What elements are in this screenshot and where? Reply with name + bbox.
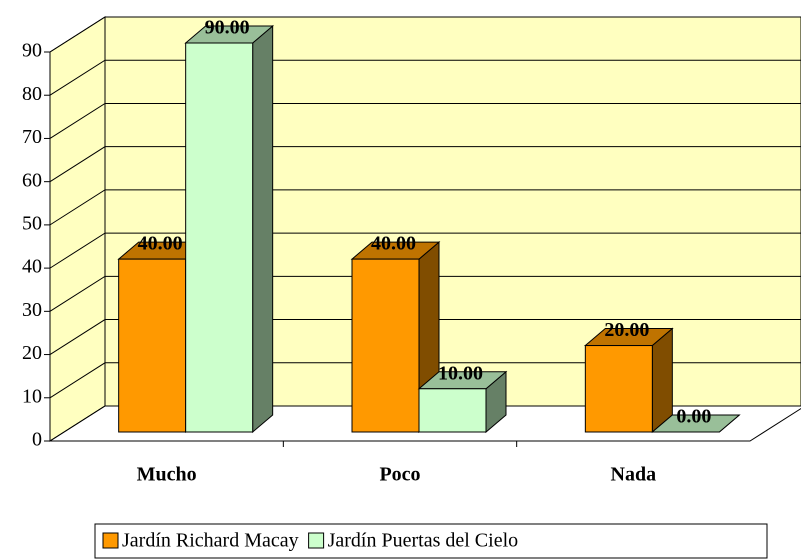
legend-label: Jardín Puertas del Cielo (328, 530, 519, 552)
bar-side (651, 327, 673, 434)
y-tick-label: 40 (22, 256, 42, 278)
bar-top (650, 414, 741, 433)
legend-swatch (308, 532, 325, 549)
bar-front (118, 258, 187, 433)
y-tick-label: 80 (22, 83, 42, 105)
bar-side (252, 24, 274, 434)
bar-front (351, 258, 420, 433)
bar-front (185, 42, 254, 433)
legend-swatch (102, 532, 119, 549)
side-wall (49, 16, 106, 442)
grid-line (49, 16, 801, 53)
y-tick-label: 10 (22, 385, 42, 407)
x-tick-label: Poco (379, 464, 420, 486)
bar-front (584, 345, 653, 433)
y-tick-label: 60 (22, 169, 42, 191)
grid-line (49, 405, 801, 442)
grid-line (49, 189, 801, 226)
grid-line (49, 275, 801, 312)
grid-line (49, 362, 801, 399)
bar (350, 241, 441, 434)
grid-line (49, 102, 801, 139)
bar-front (418, 388, 487, 433)
y-tick-label: 0 (32, 429, 42, 451)
value-label: 40.00 (371, 233, 416, 255)
value-label: 0.00 (676, 406, 711, 428)
x-tick-label: Mucho (137, 464, 197, 486)
bar (583, 327, 674, 434)
y-tick-label: 90 (22, 40, 42, 62)
value-label: 40.00 (138, 233, 183, 255)
y-tick-label: 20 (22, 342, 42, 364)
y-tick-label: 30 (22, 299, 42, 321)
value-label: 10.00 (438, 362, 483, 384)
grid-line (49, 59, 801, 96)
grid-line (49, 319, 801, 355)
legend-box (94, 523, 768, 559)
value-label: 90.00 (205, 17, 250, 39)
bar (650, 414, 741, 433)
legend-label: Jardín Richard Macay (122, 530, 299, 552)
y-tick-label: 50 (22, 212, 42, 234)
bar (184, 24, 275, 434)
y-tick-label: 70 (22, 126, 42, 148)
x-tick-label: Nada (611, 464, 657, 486)
grid-line (49, 146, 801, 183)
bar (417, 370, 508, 434)
value-label: 20.00 (604, 319, 649, 341)
grid-line (49, 232, 801, 269)
